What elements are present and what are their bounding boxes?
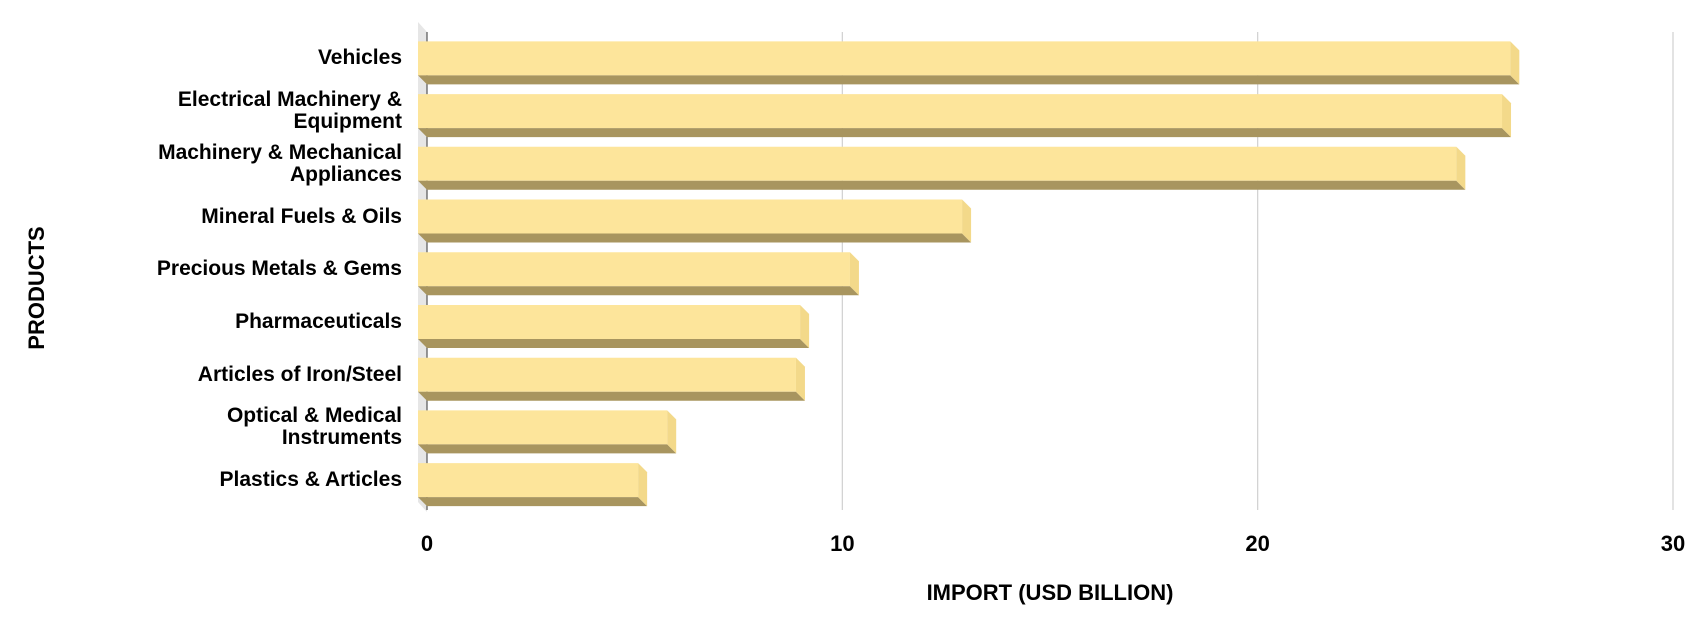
bar-front (418, 94, 1503, 129)
y-axis-label: PRODUCTS (24, 226, 49, 349)
bar-front (418, 304, 801, 339)
bar-bottom (418, 233, 972, 243)
x-tick-label: 0 (421, 531, 433, 556)
x-axis-label: IMPORT (USD BILLION) (927, 580, 1174, 605)
y-tick-label: Optical & Medical Instruments (226, 404, 402, 450)
bar-bottom (418, 391, 805, 401)
bar-front (418, 146, 1457, 181)
bar-bottom (418, 75, 1520, 85)
y-tick-label: Vehicles (317, 46, 402, 70)
y-tick-label: Plastics & Articles (219, 468, 402, 492)
bar (418, 94, 1512, 138)
bar-bottom (418, 286, 859, 296)
bar-bottom (418, 338, 810, 348)
bar-front (418, 199, 963, 234)
bar (418, 463, 648, 507)
x-tick-label: 20 (1245, 531, 1269, 556)
bar-bottom (418, 444, 677, 454)
bar (418, 199, 972, 243)
y-tick-label: Pharmaceuticals (235, 309, 402, 333)
bar (418, 146, 1466, 190)
bar (418, 410, 677, 454)
bar-bottom (418, 497, 648, 507)
x-tick-label: 30 (1661, 531, 1685, 556)
bar-front (418, 41, 1511, 76)
y-tick-label: Machinery & Mechanical Appliances (158, 140, 402, 186)
bar-side (800, 304, 810, 348)
bar (418, 357, 805, 401)
y-tick-label: Electrical Machinery & Equipment (177, 88, 402, 134)
y-tick-label: Precious Metals & Gems (156, 257, 402, 281)
bar-front (418, 463, 639, 498)
x-tick-label: 10 (830, 531, 854, 556)
bar-side (638, 463, 648, 507)
bar-bottom (418, 180, 1466, 190)
bar-front (418, 410, 668, 445)
bar (418, 304, 810, 348)
y-tick-label: Mineral Fuels & Oils (201, 204, 402, 228)
bar-bottom (418, 128, 1512, 138)
bar-side (1456, 146, 1466, 190)
bar (418, 41, 1520, 85)
bar-side (667, 410, 677, 454)
bar (418, 252, 859, 296)
bar-side (849, 252, 859, 296)
y-tick-label: Articles of Iron/Steel (197, 362, 402, 386)
bar-side (962, 199, 972, 243)
bar-front (418, 252, 850, 287)
bar-side (795, 357, 805, 401)
bar-front (418, 357, 796, 392)
bar-side (1502, 94, 1512, 138)
bar-side (1510, 41, 1520, 85)
